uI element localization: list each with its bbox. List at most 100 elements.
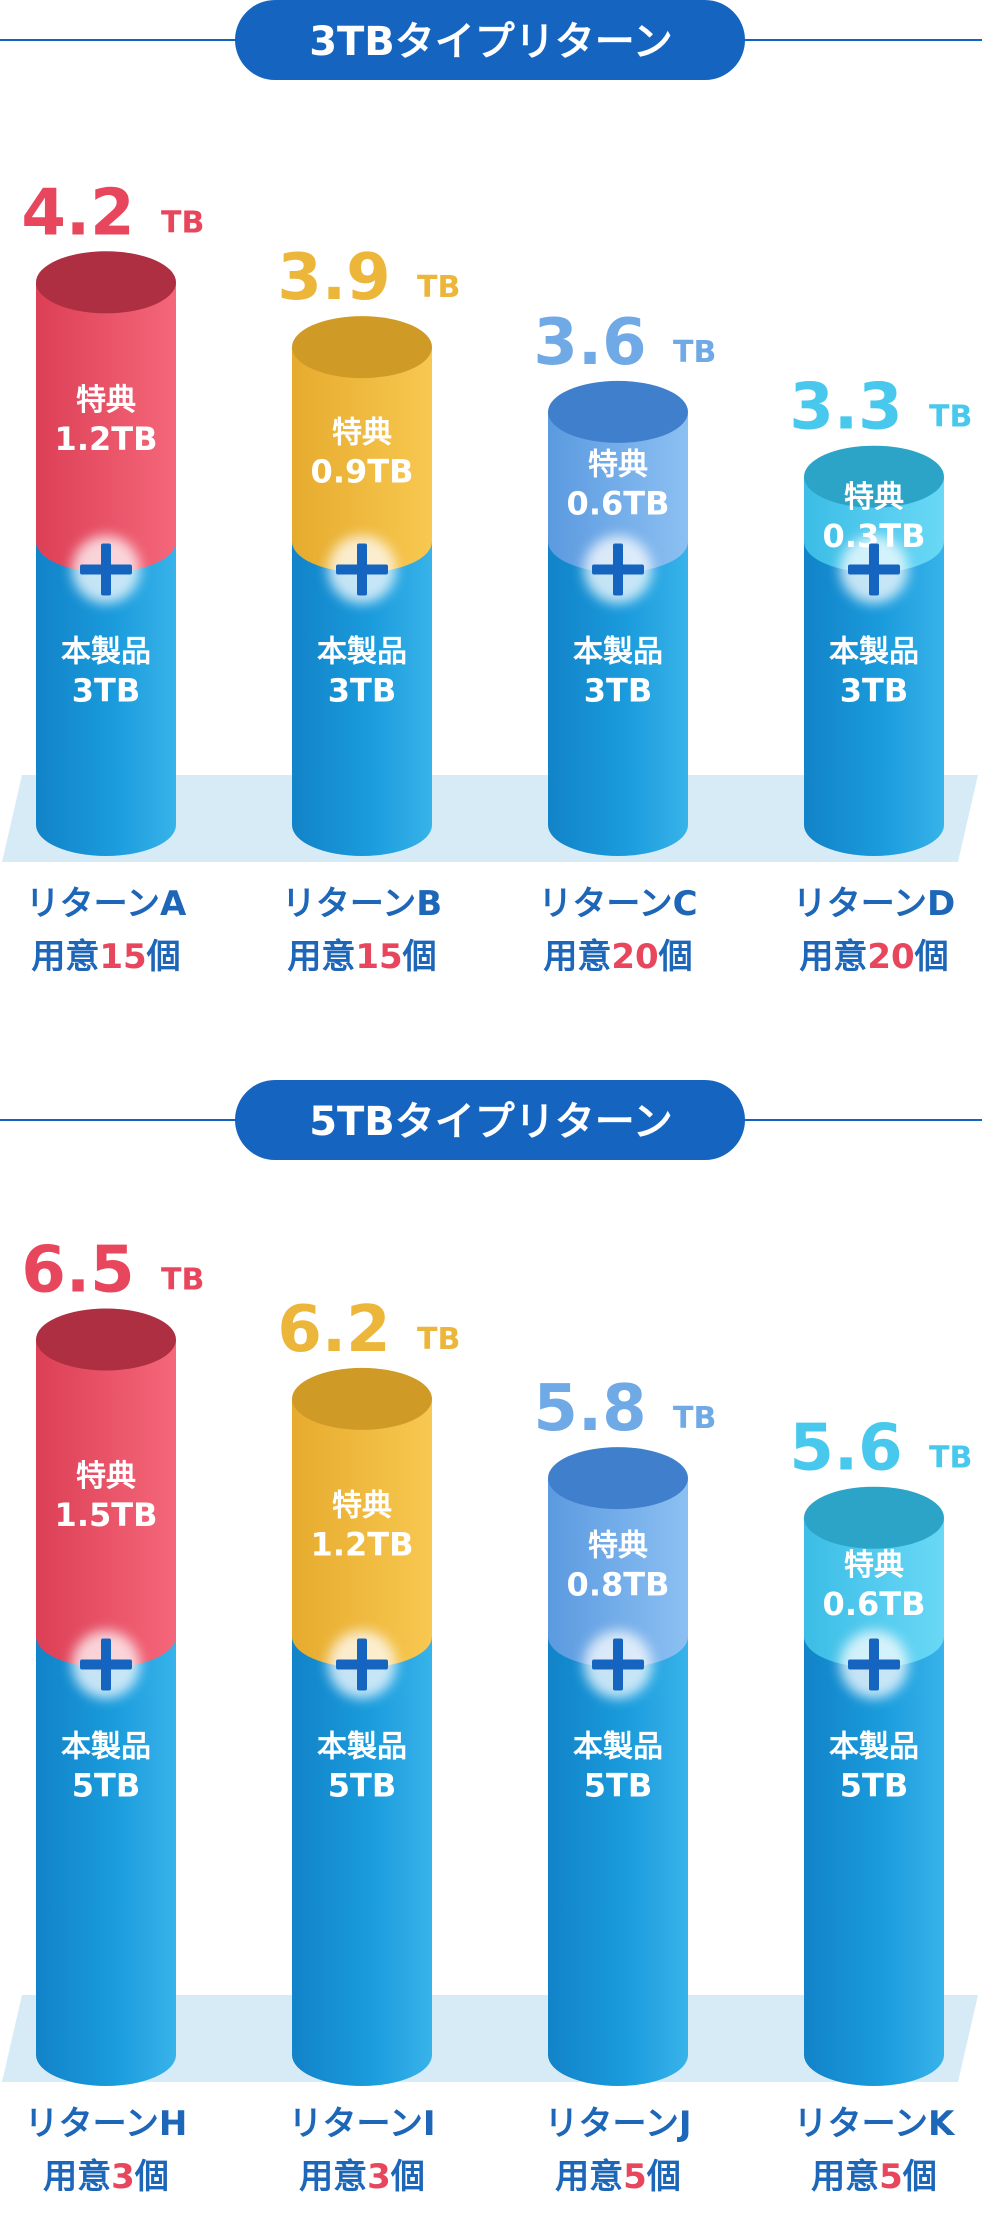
total-capacity-value: 5.6 [789, 1412, 902, 1486]
return-column: 3.3TB特典0.3TB本製品3TBリターンD用意20個 [789, 371, 972, 977]
stock-count-number: 3 [367, 2157, 391, 2197]
bonus-cylinder-bar [292, 347, 432, 573]
total-capacity-value: 6.2 [277, 1293, 390, 1367]
bonus-cylinder-cap [36, 251, 176, 314]
bonus-value: 1.5TB [55, 1496, 158, 1534]
stock-count-suffix: 個 [646, 2157, 681, 2197]
bonus-cylinder-cap [292, 316, 432, 379]
bonus-title: 特典 [76, 1459, 136, 1494]
stock-count-prefix: 用意 [811, 2157, 879, 2197]
return-name: リターンH [25, 2104, 188, 2144]
bonus-cylinder-bar [804, 1517, 944, 1668]
bonus-cylinder-bar [36, 282, 176, 573]
stock-count-suffix: 個 [402, 937, 437, 977]
bonus-title: 特典 [76, 383, 136, 418]
plus-icon [840, 535, 908, 604]
base-cylinder-bar [292, 1636, 432, 2086]
bonus-cylinder-bar [36, 1339, 176, 1668]
bonus-cylinder-cap [292, 1367, 432, 1430]
bonus-cylinder-bar [548, 411, 688, 573]
return-name: リターンK [794, 2104, 956, 2144]
base-cylinder-bar [804, 1636, 944, 2086]
base-cylinder-bar [804, 541, 944, 856]
stock-count-number: 20 [611, 937, 658, 977]
section-banner [235, 0, 745, 80]
stock-count-prefix: 用意 [31, 937, 99, 977]
base-title: 本製品 [829, 1730, 919, 1765]
stock-count-prefix: 用意 [555, 2157, 623, 2197]
total-capacity-value: 6.5 [21, 1234, 134, 1308]
stock-count-suffix: 個 [134, 2157, 169, 2197]
base-title: 本製品 [61, 1730, 151, 1765]
base-value: 3TB [328, 672, 396, 710]
plus-icon [72, 535, 140, 604]
plus-icon [840, 1630, 908, 1699]
stock-count-prefix: 用意 [287, 937, 355, 977]
bonus-cylinder-cap [548, 380, 688, 443]
total-capacity-value: 3.3 [789, 371, 902, 445]
bonus-value: 0.6TB [823, 1585, 926, 1623]
base-title: 本製品 [829, 635, 919, 670]
bonus-cylinder-cap [548, 1447, 688, 1510]
total-capacity-value: 4.2 [21, 176, 134, 250]
return-name: リターンI [289, 2104, 436, 2144]
bonus-cylinder-cap [36, 1308, 176, 1371]
base-title: 本製品 [61, 635, 151, 670]
stock-count-number: 15 [355, 937, 402, 977]
stock-count-suffix: 個 [146, 937, 181, 977]
base-cylinder-bar [548, 1636, 688, 2086]
section-banner-title: 5TBタイプリターン [309, 1099, 673, 1145]
stock-count-number: 20 [867, 937, 914, 977]
total-capacity-unit: TB [673, 1401, 716, 1436]
bonus-title: 特典 [844, 1548, 904, 1583]
base-cylinder-bar [36, 541, 176, 856]
stock-count: 用意3個 [43, 2157, 169, 2197]
stock-count-number: 3 [111, 2157, 135, 2197]
return-name: リターンD [793, 884, 956, 924]
base-title: 本製品 [573, 1730, 663, 1765]
bonus-value: 0.9TB [311, 452, 414, 490]
return-name: リターンJ [545, 2104, 692, 2144]
stock-count-suffix: 個 [902, 2157, 937, 2197]
base-value: 5TB [840, 1767, 908, 1805]
stock-count-number: 15 [99, 937, 146, 977]
section-banner [235, 1080, 745, 1160]
total-capacity-unit: TB [673, 335, 716, 370]
total-capacity-unit: TB [929, 400, 972, 435]
stock-count-suffix: 個 [658, 937, 693, 977]
return-name: リターンC [538, 884, 697, 924]
total-capacity-unit: TB [161, 205, 204, 240]
base-title: 本製品 [317, 1730, 407, 1765]
section-banner-title: 3TBタイプリターン [309, 19, 673, 65]
stock-count: 用意3個 [299, 2157, 425, 2197]
base-title: 本製品 [317, 635, 407, 670]
bonus-title: 特典 [332, 1489, 392, 1524]
total-capacity-unit: TB [929, 1441, 972, 1476]
bonus-cylinder-cap [804, 1486, 944, 1549]
total-capacity-unit: TB [417, 1322, 460, 1357]
stock-count: 用意20個 [799, 937, 948, 977]
bonus-cylinder-bar [548, 1478, 688, 1668]
base-value: 5TB [584, 1767, 652, 1805]
total-capacity-value: 3.9 [277, 241, 390, 315]
base-cylinder-bar [548, 541, 688, 856]
plus-icon [328, 535, 396, 604]
total-capacity-value: 3.6 [533, 306, 646, 380]
stock-count: 用意15個 [31, 937, 180, 977]
chart-floor [2, 1995, 978, 2082]
base-value: 3TB [840, 672, 908, 710]
bonus-cylinder-cap [804, 445, 944, 508]
stock-count-suffix: 個 [914, 937, 949, 977]
return-name: リターンB [282, 884, 442, 924]
plus-icon [584, 1630, 652, 1699]
